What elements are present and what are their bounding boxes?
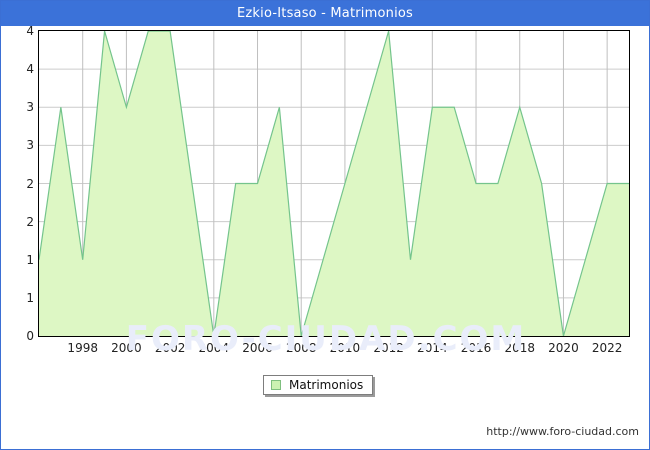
y-axis-tick-label: 1 [26, 290, 34, 305]
y-axis-tick-label: 2 [26, 214, 34, 229]
y-axis: 0 1 1 2 2 3 3 4 4 [1, 24, 34, 343]
chart-region: 0 1 1 2 2 3 3 4 4 1998 2000 2002 2004 2006 2008 2010 20… [1, 24, 649, 366]
x-axis-tick-label: 2000 [111, 341, 142, 355]
x-axis-tick-label: 2002 [154, 341, 186, 355]
x-axis-tick-label: 2008 [285, 341, 317, 355]
y-axis-tick-label: 4 [26, 24, 34, 38]
y-axis-tick-label: 3 [26, 100, 34, 115]
x-axis-tick-label: 2014 [417, 341, 448, 355]
y-axis-tick-label: 2 [26, 176, 34, 191]
y-axis-tick-label: 3 [26, 138, 34, 153]
x-axis: 1998 2000 2002 2004 2006 2008 2010 2012 2014 2016… [38, 339, 630, 361]
x-axis-tick-label: 1998 [67, 341, 98, 355]
legend-label-matrimonios: Matrimonios [289, 378, 364, 392]
y-axis-tick-label: 0 [26, 329, 34, 343]
legend-swatch-matrimonios [271, 380, 281, 390]
x-axis-tick-label: 2022 [591, 341, 623, 355]
x-axis-tick-label: 2018 [504, 341, 536, 355]
x-axis-tick-label: 2004 [198, 341, 230, 355]
y-axis-tick-label: 1 [26, 252, 34, 267]
x-axis-tick-label: 2006 [242, 341, 273, 355]
x-axis-tick-label: 2016 [460, 341, 492, 355]
x-axis-tick-label: 2012 [373, 341, 404, 355]
x-axis-tick-label: 2020 [548, 341, 579, 355]
y-axis-tick-label: 4 [26, 62, 34, 77]
legend: Matrimonios [263, 375, 374, 395]
plot-area [38, 30, 630, 337]
x-axis-tick-label: 2010 [329, 341, 361, 355]
series-matrimonios [39, 31, 629, 336]
footer-source-url: http://www.foro-ciudad.com [486, 425, 639, 438]
page-title: Ezkio-Itsaso - Matrimonios [1, 1, 649, 26]
